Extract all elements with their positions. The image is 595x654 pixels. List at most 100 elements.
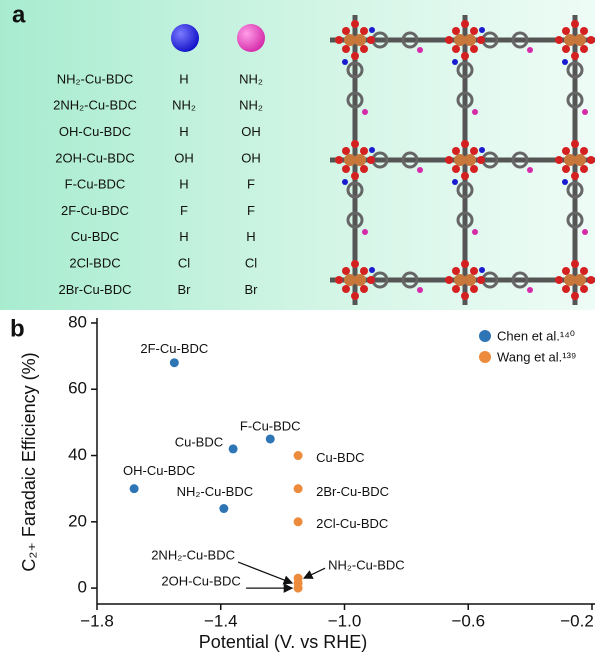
table-cell: F [247, 203, 255, 218]
copper [344, 274, 356, 286]
y-tick-label: 20 [68, 511, 87, 530]
oxygen [360, 45, 368, 53]
point [265, 434, 275, 444]
ring [566, 181, 584, 199]
point-label: OH-Cu-BDC [123, 463, 195, 478]
ring [346, 91, 364, 109]
oxygen [342, 267, 350, 275]
oxygen [367, 36, 375, 44]
oxygen [342, 285, 350, 293]
x-tick-label: −1.8 [80, 611, 114, 630]
atom [369, 27, 375, 33]
ring [346, 61, 364, 79]
oxygen [452, 267, 460, 275]
oxygen [470, 45, 478, 53]
point-label: Cu-BDC [316, 450, 364, 465]
oxygen [452, 165, 460, 173]
oxygen [360, 27, 368, 35]
copper [354, 154, 366, 166]
copper [454, 34, 466, 46]
x-tick-label: −0.6 [451, 611, 485, 630]
point-label: 2Cl-Cu-BDC [316, 516, 388, 531]
oxygen [587, 36, 595, 44]
oxygen [580, 267, 588, 275]
copper [354, 274, 366, 286]
point-label: 2Br-Cu-BDC [316, 484, 389, 499]
oxygen [562, 45, 570, 53]
pink-atom [237, 24, 265, 52]
point [293, 517, 303, 527]
atom [562, 179, 568, 185]
table-cell: 2F-Cu-BDC [61, 203, 129, 218]
copper [574, 34, 586, 46]
table-cell: H [179, 71, 188, 86]
oxygen [351, 20, 359, 28]
table-cell: F [180, 203, 188, 218]
copper [454, 154, 466, 166]
oxygen [342, 147, 350, 155]
copper [454, 274, 466, 286]
atom [369, 267, 375, 273]
oxygen [351, 140, 359, 148]
point [228, 444, 238, 454]
point [129, 484, 139, 494]
legend-marker [479, 330, 491, 342]
atom [479, 27, 485, 33]
oxygen [452, 147, 460, 155]
table-cell: F [247, 177, 255, 192]
oxygen [555, 156, 563, 164]
y-tick-label: 0 [78, 578, 87, 597]
copper [344, 34, 356, 46]
oxygen [562, 27, 570, 35]
atom [479, 147, 485, 153]
point [169, 358, 179, 368]
table-cell: 2Br-Cu-BDC [59, 282, 132, 297]
ring [401, 31, 419, 49]
ring [511, 271, 529, 289]
copper [574, 274, 586, 286]
oxygen [580, 27, 588, 35]
oxygen [571, 140, 579, 148]
table-cell: OH [174, 150, 194, 165]
oxygen [461, 52, 469, 60]
oxygen [335, 276, 343, 284]
table-cell: NH₂ [239, 98, 263, 113]
table-cell: H [179, 124, 188, 139]
arrow [303, 567, 326, 579]
oxygen [367, 276, 375, 284]
mof-structure [330, 15, 595, 305]
atom [582, 109, 588, 115]
point-label: 2OH-Cu-BDC [161, 574, 240, 589]
point [293, 484, 303, 494]
atom [362, 229, 368, 235]
oxygen [470, 147, 478, 155]
y-tick-label: 80 [68, 312, 87, 331]
copper [564, 274, 576, 286]
atom [362, 109, 368, 115]
copper [564, 154, 576, 166]
x-axis-label: Potential (V. vs RHE) [199, 632, 367, 652]
oxygen [360, 165, 368, 173]
ring [346, 211, 364, 229]
table-cell: NH₂ [239, 71, 263, 86]
ring [566, 211, 584, 229]
atom [417, 167, 423, 173]
oxygen [335, 156, 343, 164]
oxygen [571, 20, 579, 28]
atom [527, 167, 533, 173]
table-cell: Cl [178, 256, 190, 271]
copper [464, 34, 476, 46]
copper [464, 274, 476, 286]
ring [456, 61, 474, 79]
copper [574, 154, 586, 166]
table-cell: H [179, 177, 188, 192]
atom [472, 229, 478, 235]
x-tick-label: −0.2 [560, 611, 594, 630]
oxygen [461, 140, 469, 148]
blue-atom [171, 24, 199, 52]
oxygen [342, 165, 350, 173]
oxygen [571, 172, 579, 180]
oxygen [571, 52, 579, 60]
point-label: NH₂-Cu-BDC [328, 558, 405, 573]
